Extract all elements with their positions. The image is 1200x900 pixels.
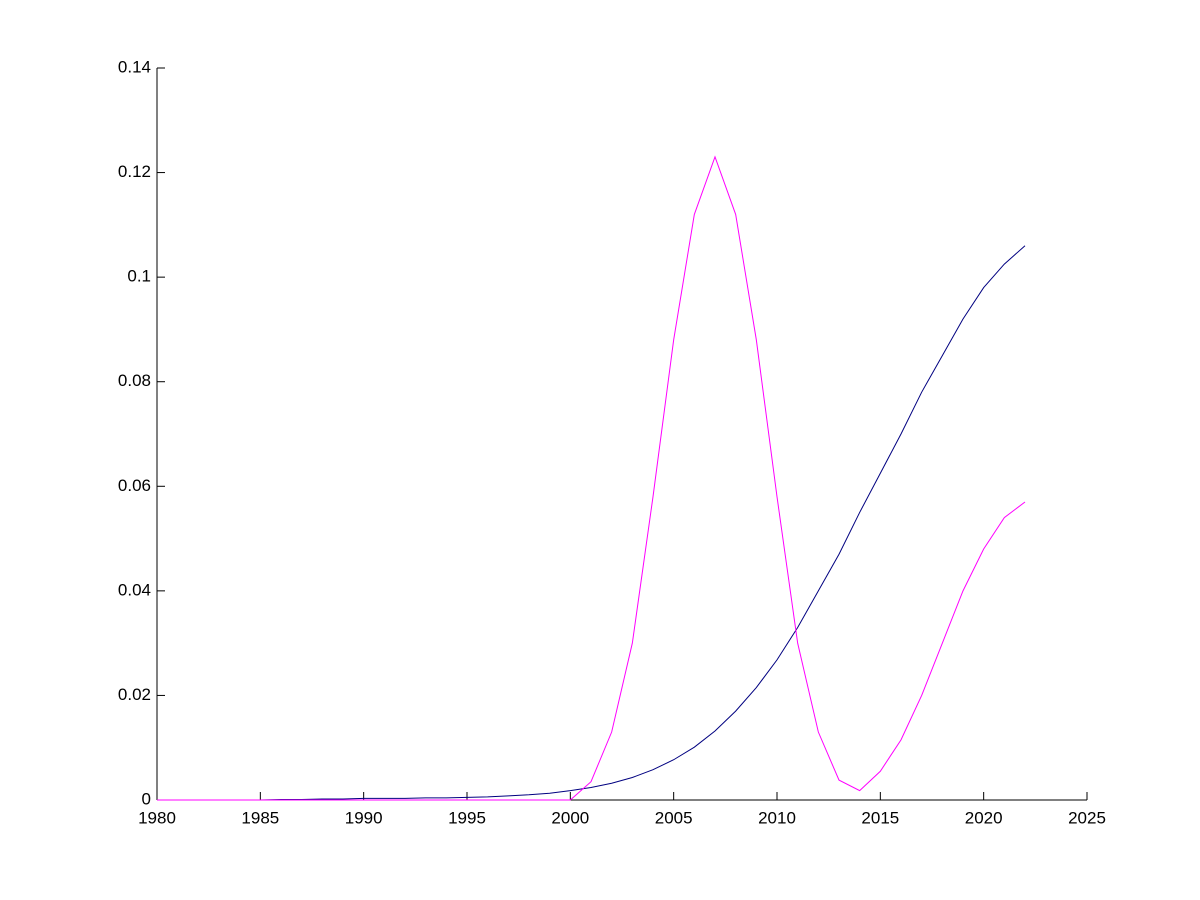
x-tick-label: 2005 [655,808,693,827]
x-tick-label: 2000 [551,808,589,827]
series-line [157,245,1026,801]
y-tick-label: 0.14 [118,57,151,76]
x-tick-label: 1990 [345,808,383,827]
x-tick-label: 1995 [448,808,486,827]
series-line [157,155,1026,801]
y-tick-label: 0.04 [118,580,151,599]
x-tick-label: 2020 [965,808,1003,827]
x-tick-label: 2010 [758,808,796,827]
x-tick-label: 2025 [1068,808,1106,827]
y-tick-label: 0.12 [118,162,151,181]
x-tick-label: 1980 [138,808,176,827]
y-tick-label: 0.1 [127,267,151,286]
y-tick-label: 0.02 [118,685,151,704]
x-tick-label: 2015 [861,808,899,827]
x-tick-label: 1985 [241,808,279,827]
y-tick-label: 0 [142,789,151,808]
y-tick-label: 0.06 [118,476,151,495]
y-tick-label: 0.08 [118,371,151,390]
